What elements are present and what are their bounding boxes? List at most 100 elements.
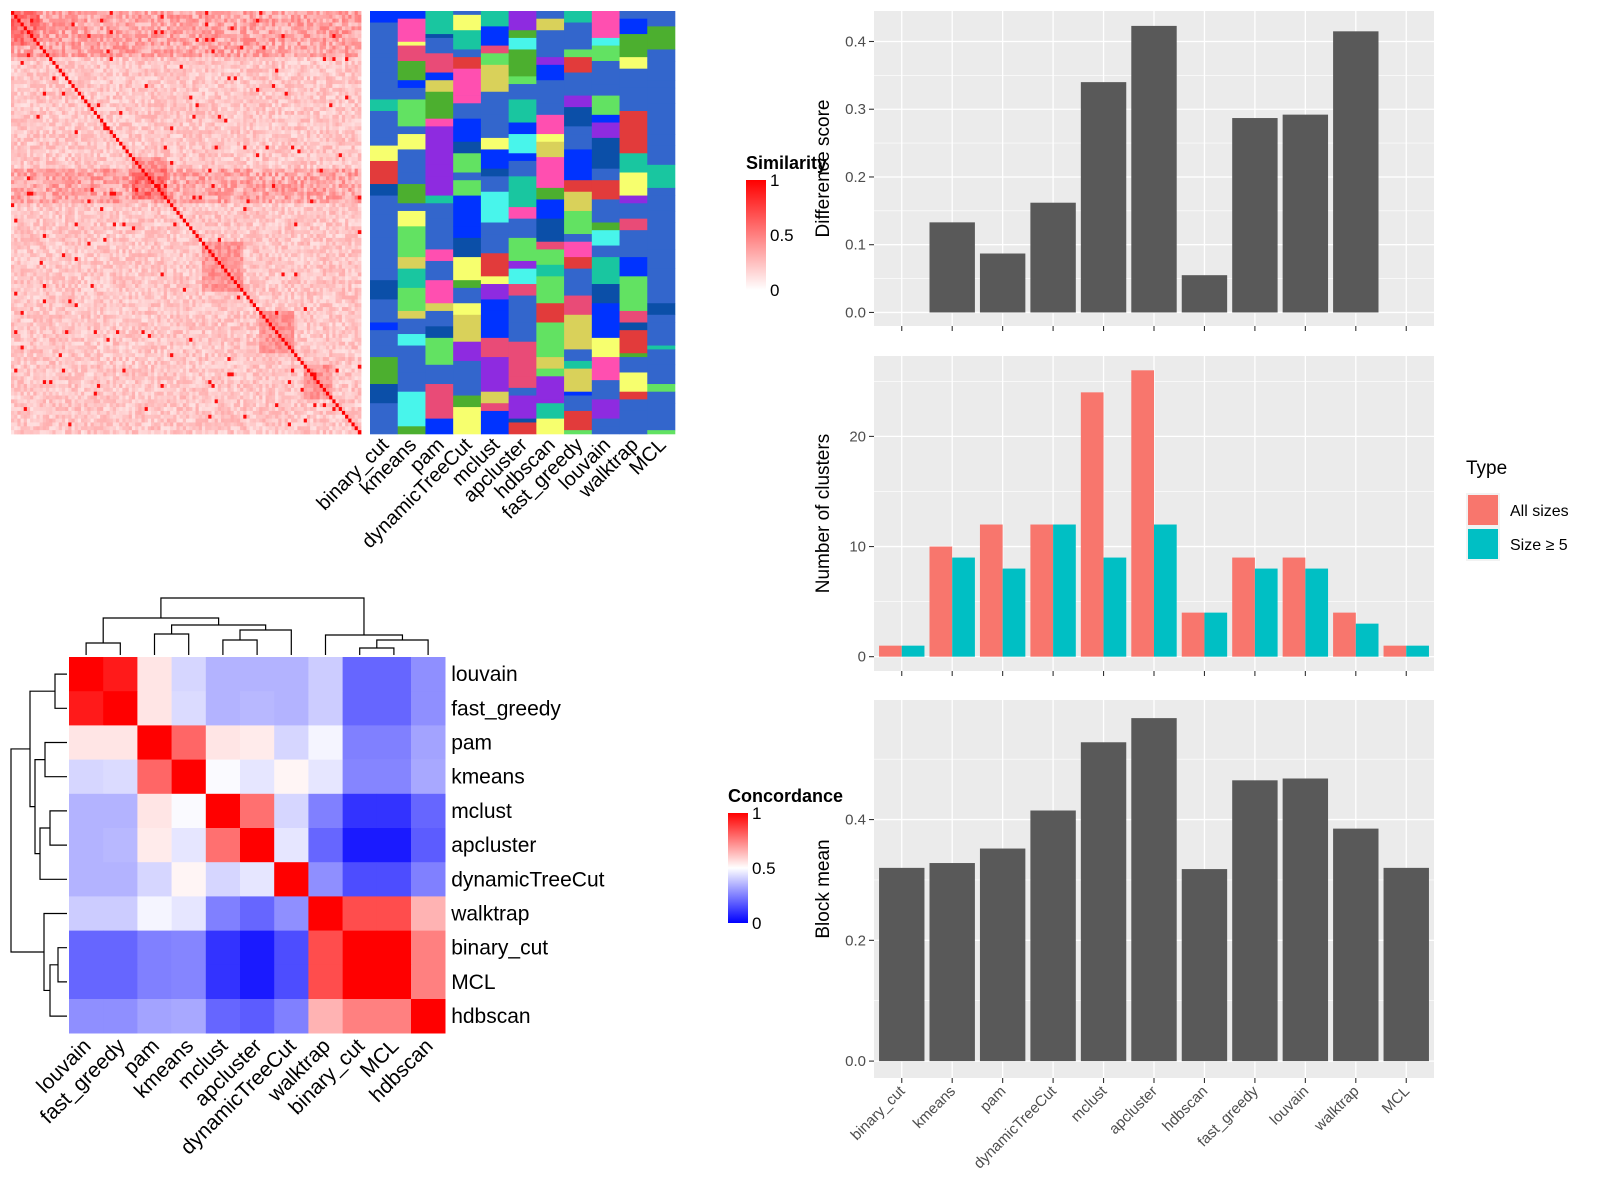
similarity-cell bbox=[30, 60, 34, 66]
similarity-cell bbox=[61, 168, 66, 173]
similarity-cell bbox=[163, 72, 168, 77]
similarity-cell bbox=[33, 176, 37, 181]
similarity-cell bbox=[345, 110, 349, 116]
similarity-cell bbox=[297, 76, 301, 81]
similarity-cell bbox=[93, 149, 98, 154]
similarity-cell bbox=[84, 84, 88, 89]
similarity-cell bbox=[81, 118, 85, 123]
similarity-cell bbox=[14, 80, 18, 85]
similarity-cell bbox=[357, 18, 362, 23]
similarity-cell bbox=[354, 84, 359, 89]
similarity-cell bbox=[338, 57, 343, 62]
similarity-cell bbox=[20, 110, 25, 116]
similarity-cell bbox=[106, 41, 111, 47]
similarity-cell bbox=[55, 22, 60, 27]
similarity-cell bbox=[151, 126, 155, 131]
similarity-cell bbox=[144, 145, 149, 150]
similarity-cell bbox=[335, 149, 340, 154]
similarity-cell bbox=[173, 157, 177, 162]
similarity-cell bbox=[278, 157, 282, 162]
similarity-cell bbox=[61, 176, 66, 181]
similarity-cell bbox=[310, 137, 314, 143]
similarity-cell bbox=[122, 11, 126, 16]
similarity-cell bbox=[68, 110, 72, 116]
similarity-cell bbox=[23, 126, 28, 131]
similarity-cell bbox=[201, 22, 206, 27]
similarity-cell bbox=[87, 153, 91, 158]
similarity-cell bbox=[65, 37, 69, 43]
similarity-cell bbox=[319, 107, 324, 112]
similarity-cell bbox=[23, 160, 28, 166]
similarity-cell bbox=[217, 80, 222, 85]
similarity-cell bbox=[348, 11, 352, 16]
similarity-cell bbox=[58, 60, 63, 66]
similarity-cell bbox=[100, 95, 104, 100]
similarity-cell bbox=[303, 72, 308, 77]
similarity-cell bbox=[131, 68, 136, 73]
similarity-cell bbox=[224, 126, 228, 131]
similarity-cell bbox=[55, 84, 60, 89]
similarity-cell bbox=[246, 34, 251, 39]
similarity-cell bbox=[154, 60, 158, 66]
similarity-cell bbox=[46, 157, 50, 162]
similarity-cell bbox=[332, 103, 336, 108]
similarity-cell bbox=[109, 64, 114, 70]
similarity-cell bbox=[205, 114, 209, 120]
similarity-cell bbox=[243, 37, 247, 43]
similarity-cell bbox=[236, 14, 241, 20]
similarity-cell bbox=[20, 141, 25, 146]
similarity-cell bbox=[131, 30, 136, 35]
similarity-cell bbox=[306, 114, 311, 120]
similarity-cell bbox=[141, 22, 146, 27]
similarity-cell bbox=[195, 41, 200, 47]
similarity-cell bbox=[11, 53, 15, 58]
similarity-cell bbox=[160, 84, 165, 89]
similarity-cell bbox=[252, 53, 257, 58]
similarity-cell bbox=[221, 34, 225, 39]
similarity-cell bbox=[243, 122, 247, 127]
similarity-cell bbox=[186, 37, 190, 43]
similarity-cell bbox=[310, 122, 314, 127]
similarity-cell bbox=[116, 153, 120, 158]
similarity-cell bbox=[52, 130, 56, 135]
similarity-cell bbox=[300, 153, 305, 158]
similarity-cell bbox=[138, 168, 142, 173]
similarity-cell bbox=[154, 103, 158, 108]
similarity-cell bbox=[20, 164, 25, 170]
similarity-cell bbox=[319, 137, 324, 143]
similarity-cell bbox=[42, 26, 47, 31]
similarity-cell bbox=[182, 76, 187, 81]
similarity-cell bbox=[291, 95, 295, 100]
similarity-cell bbox=[14, 57, 18, 62]
similarity-cell bbox=[144, 107, 149, 112]
similarity-cell bbox=[230, 141, 235, 146]
similarity-cell bbox=[259, 95, 263, 100]
similarity-cell bbox=[36, 57, 41, 62]
similarity-cell bbox=[316, 176, 321, 181]
similarity-cell bbox=[65, 41, 69, 47]
similarity-cell bbox=[208, 64, 212, 70]
similarity-cell bbox=[93, 76, 98, 81]
similarity-cell bbox=[176, 153, 181, 158]
similarity-cell bbox=[357, 41, 362, 47]
similarity-cell bbox=[119, 34, 123, 39]
similarity-cell bbox=[116, 118, 120, 123]
similarity-cell bbox=[227, 14, 231, 20]
similarity-cell bbox=[90, 37, 95, 43]
similarity-cell bbox=[265, 168, 270, 173]
similarity-cell bbox=[87, 76, 91, 81]
similarity-cell bbox=[157, 87, 161, 93]
similarity-cell bbox=[87, 126, 91, 131]
similarity-cell bbox=[131, 134, 136, 139]
similarity-cell bbox=[348, 34, 352, 39]
similarity-cell bbox=[100, 87, 104, 93]
similarity-cell bbox=[30, 164, 34, 170]
similarity-cell bbox=[294, 180, 298, 185]
similarity-cell bbox=[135, 41, 139, 47]
similarity-cell bbox=[322, 153, 327, 158]
similarity-cell bbox=[61, 114, 66, 120]
similarity-cell bbox=[109, 164, 114, 170]
similarity-cell bbox=[195, 91, 200, 96]
similarity-cell bbox=[341, 168, 346, 173]
similarity-cell bbox=[354, 172, 359, 177]
